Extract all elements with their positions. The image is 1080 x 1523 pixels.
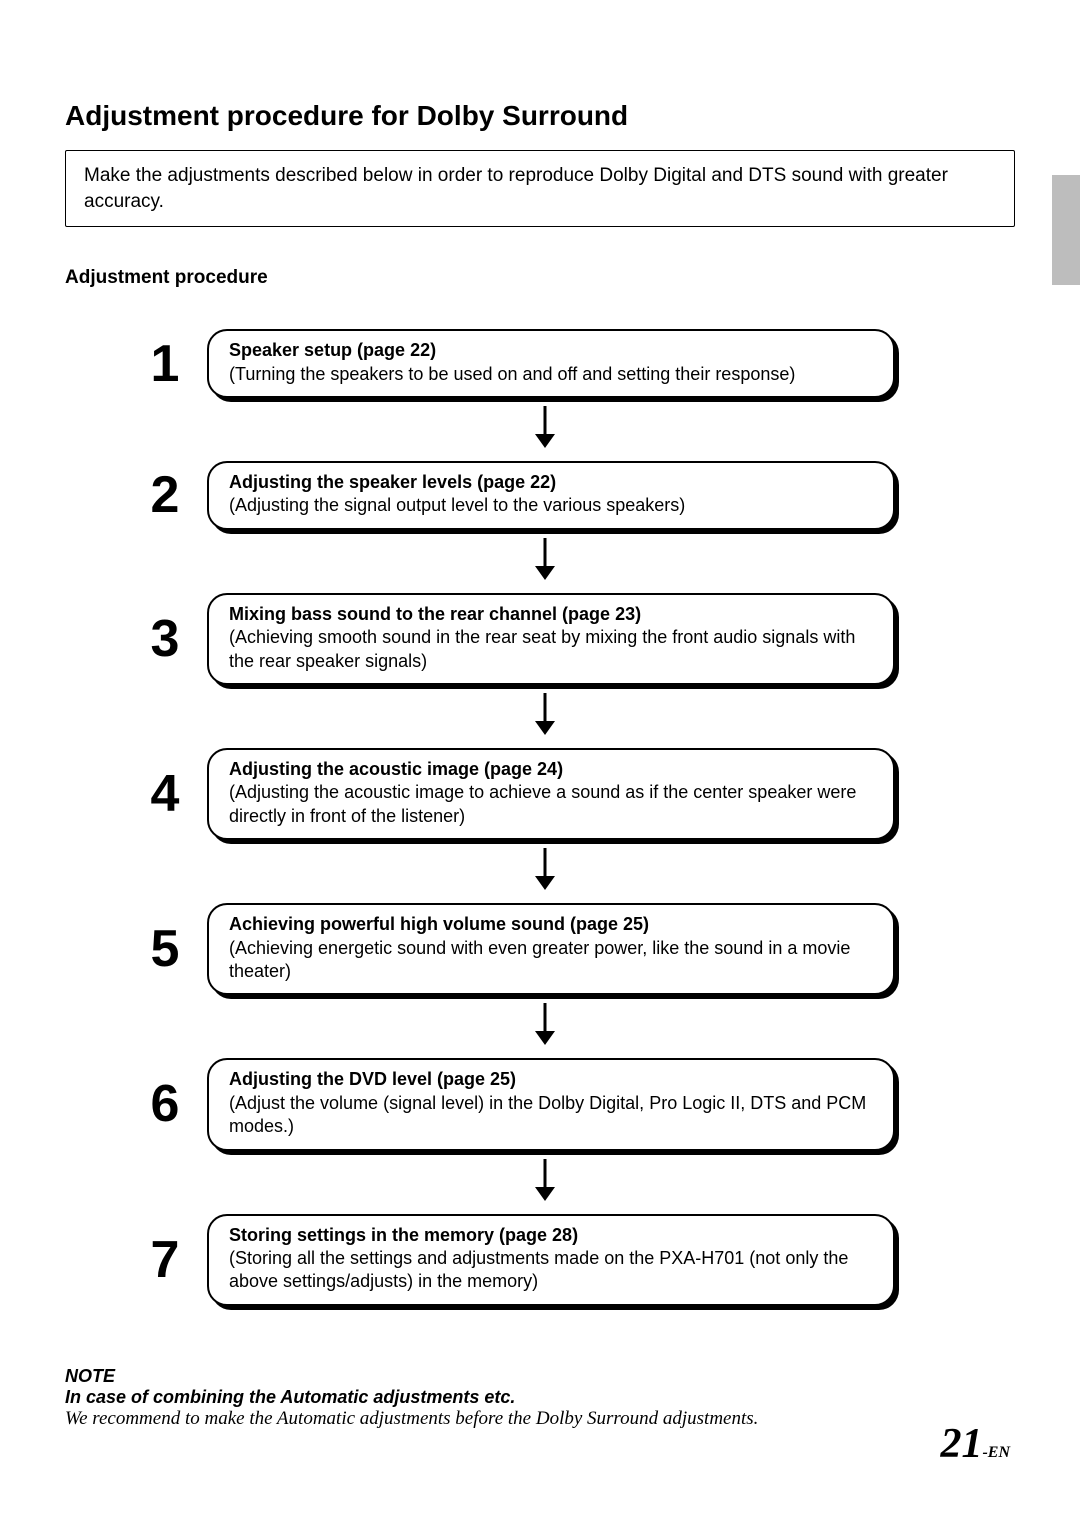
step-title: Speaker setup (page 22)	[229, 340, 436, 360]
step-title: Mixing bass sound to the rear channel (p…	[229, 604, 641, 624]
step-desc: (Adjust the volume (signal level) in the…	[229, 1093, 866, 1136]
step-number: 7	[135, 1234, 195, 1286]
step-row-7: 7 Storing settings in the memory (page 2…	[135, 1214, 895, 1306]
step-title: Achieving powerful high volume sound (pa…	[229, 914, 649, 934]
subheading: Adjustment procedure	[65, 267, 1015, 289]
page-num: 21	[940, 1421, 982, 1467]
down-arrow-icon	[531, 406, 559, 448]
step-number: 3	[135, 613, 195, 665]
step-box: Mixing bass sound to the rear channel (p…	[207, 593, 895, 685]
page-number: 21-EN	[940, 1420, 1010, 1468]
step-row-1: 1 Speaker setup (page 22) (Turning the s…	[135, 329, 895, 398]
down-arrow-icon	[531, 538, 559, 580]
step-title: Adjusting the acoustic image (page 24)	[229, 759, 563, 779]
step-number: 4	[135, 768, 195, 820]
step-number: 5	[135, 923, 195, 975]
step-number: 1	[135, 338, 195, 390]
step-row-6: 6 Adjusting the DVD level (page 25) (Adj…	[135, 1058, 895, 1150]
step-row-2: 2 Adjusting the speaker levels (page 22)…	[135, 461, 895, 530]
step-desc: (Achieving smooth sound in the rear seat…	[229, 627, 855, 670]
arrow	[75, 538, 1015, 585]
arrow	[75, 693, 1015, 740]
step-row-4: 4 Adjusting the acoustic image (page 24)…	[135, 748, 895, 840]
down-arrow-icon	[531, 693, 559, 735]
step-box: Adjusting the speaker levels (page 22) (…	[207, 461, 895, 530]
arrow	[75, 848, 1015, 895]
step-title: Adjusting the speaker levels (page 22)	[229, 472, 556, 492]
arrow	[75, 406, 1015, 453]
step-box: Storing settings in the memory (page 28)…	[207, 1214, 895, 1306]
step-desc: (Achieving energetic sound with even gre…	[229, 938, 850, 981]
step-box: Achieving powerful high volume sound (pa…	[207, 903, 895, 995]
page-suffix: -EN	[982, 1444, 1010, 1461]
step-desc: (Adjusting the acoustic image to achieve…	[229, 782, 856, 825]
down-arrow-icon	[531, 848, 559, 890]
note-line2: We recommend to make the Automatic adjus…	[65, 1408, 1015, 1430]
step-number: 6	[135, 1078, 195, 1130]
step-title: Adjusting the DVD level (page 25)	[229, 1069, 516, 1089]
step-desc: (Storing all the settings and adjustment…	[229, 1248, 848, 1291]
intro-box: Make the adjustments described below in …	[65, 150, 1015, 227]
step-box: Adjusting the DVD level (page 25) (Adjus…	[207, 1058, 895, 1150]
step-row-5: 5 Achieving powerful high volume sound (…	[135, 903, 895, 995]
note-line1: In case of combining the Automatic adjus…	[65, 1387, 1015, 1408]
page-title: Adjustment procedure for Dolby Surround	[65, 100, 1015, 132]
down-arrow-icon	[531, 1003, 559, 1045]
down-arrow-icon	[531, 1159, 559, 1201]
side-tab	[1052, 175, 1080, 285]
note-block: NOTE In case of combining the Automatic …	[65, 1366, 1015, 1430]
step-row-3: 3 Mixing bass sound to the rear channel …	[135, 593, 895, 685]
step-box: Speaker setup (page 22) (Turning the spe…	[207, 329, 895, 398]
step-desc: (Turning the speakers to be used on and …	[229, 364, 795, 384]
steps-container: 1 Speaker setup (page 22) (Turning the s…	[75, 329, 1015, 1305]
arrow	[75, 1003, 1015, 1050]
step-number: 2	[135, 469, 195, 521]
step-box: Adjusting the acoustic image (page 24) (…	[207, 748, 895, 840]
step-desc: (Adjusting the signal output level to th…	[229, 495, 685, 515]
step-title: Storing settings in the memory (page 28)	[229, 1225, 578, 1245]
note-label: NOTE	[65, 1366, 1015, 1387]
arrow	[75, 1159, 1015, 1206]
